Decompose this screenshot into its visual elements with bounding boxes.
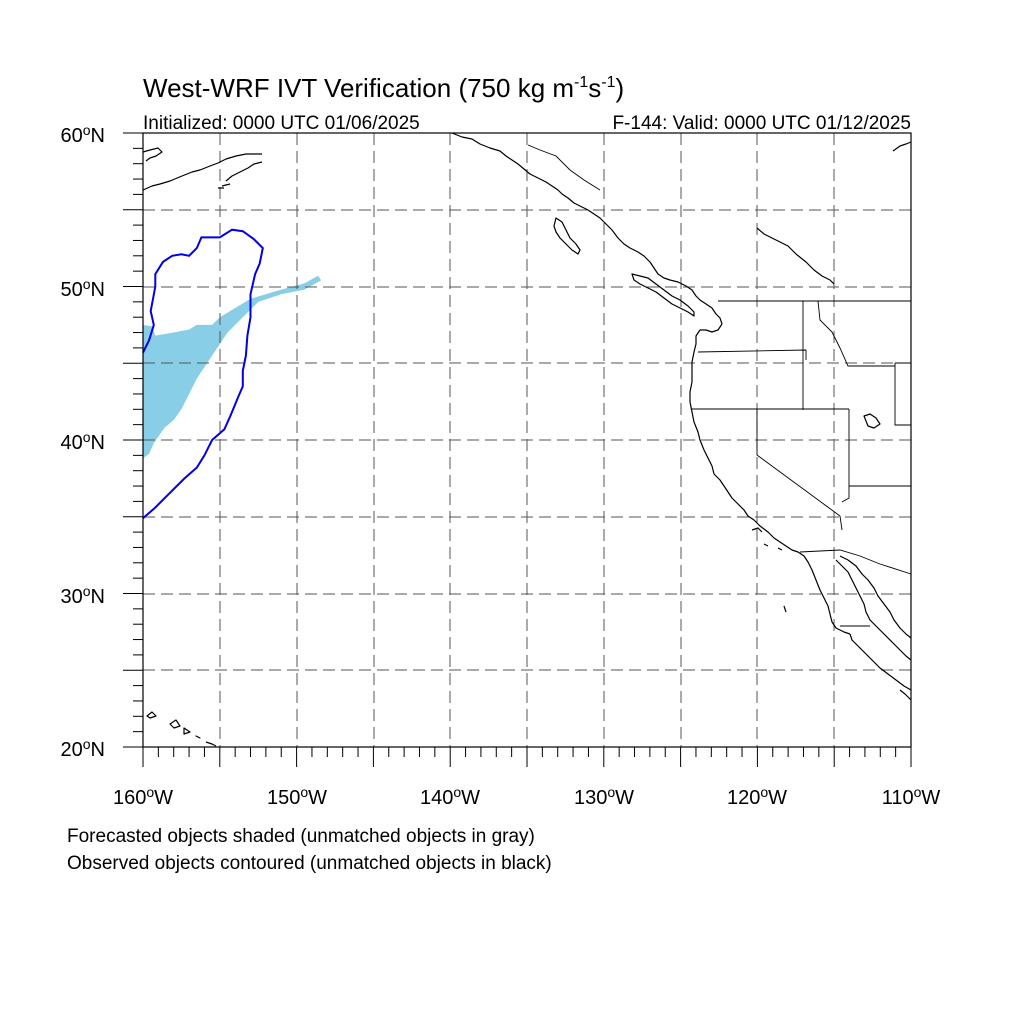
observed-note: Observed objects contoured (unmatched ob…: [67, 853, 552, 874]
title-sup-1: -1: [574, 74, 588, 91]
border-us-mexico: [799, 549, 912, 575]
forecast-note: Forecasted objects shaded (unmatched obj…: [67, 826, 535, 847]
coastline-vancouver-island: [631, 273, 695, 317]
lat-label-20: 20oN: [61, 736, 106, 761]
border-nv-ut: [841, 409, 850, 503]
title-sup-2: -1: [601, 74, 615, 91]
lon-label-120: 120oW: [727, 784, 787, 809]
coastline-us-west: [689, 323, 851, 635]
valid-time-label: F-144: Valid: 0000 UTC 01/12/2025: [612, 113, 911, 134]
title-mid: s: [588, 73, 601, 103]
title-end: ): [616, 73, 625, 103]
axis-ticks: [123, 132, 912, 767]
coastlines: [142, 132, 912, 747]
border-ca-nv: [756, 409, 843, 531]
map-gridlines: [143, 133, 911, 747]
coastline-alaska-peninsula: [142, 153, 263, 191]
longitude-labels: 160oW 150oW 140oW 130oW 120oW 110oW: [113, 784, 940, 809]
coastline-haida-gwaii: [553, 217, 581, 255]
lat-label-30: 30oN: [61, 583, 106, 608]
political-borders: [527, 144, 912, 627]
lon-label-140: 140oW: [420, 784, 480, 809]
map-title: West-WRF IVT Verification (750 kg m-1s-1…: [143, 73, 624, 103]
lon-label-150: 150oW: [267, 784, 327, 809]
coastline-channel-islands: [751, 527, 787, 613]
initialized-label: Initialized: 0000 UTC 01/06/2025: [143, 113, 420, 134]
coastline-southeast-alaska: [451, 132, 723, 325]
border-wy: [894, 362, 911, 426]
lon-label-130: 130oW: [574, 784, 634, 809]
lat-label-50: 50oN: [61, 276, 106, 301]
coastline-alaska-west: [142, 147, 163, 162]
border-id-mt: [817, 300, 895, 367]
lon-label-160: 160oW: [113, 784, 173, 809]
map-panel: [142, 132, 912, 747]
lat-label-40: 40oN: [61, 429, 106, 454]
border-wa-or: [697, 349, 807, 360]
title-main: West-WRF IVT Verification (750 kg m: [143, 73, 574, 103]
lon-label-110: 110oW: [882, 784, 941, 809]
observed-object-contour: [142, 228, 264, 520]
coastline-hawaii: [146, 711, 217, 747]
latitude-labels: 60oN 50oN 40oN 30oN 20oN: [61, 122, 106, 761]
border-canada-alaska: [527, 144, 601, 191]
lat-label-60: 60oN: [61, 122, 106, 147]
coastline-canada-interior: [756, 227, 835, 285]
coastline-mexico-mainland: [839, 555, 912, 701]
coastline-canada-northeast: [892, 141, 912, 152]
forecast-object-shaded: [143, 275, 322, 459]
coastline-baja-california: [835, 559, 912, 691]
coastline-great-salt-lake: [863, 413, 881, 429]
